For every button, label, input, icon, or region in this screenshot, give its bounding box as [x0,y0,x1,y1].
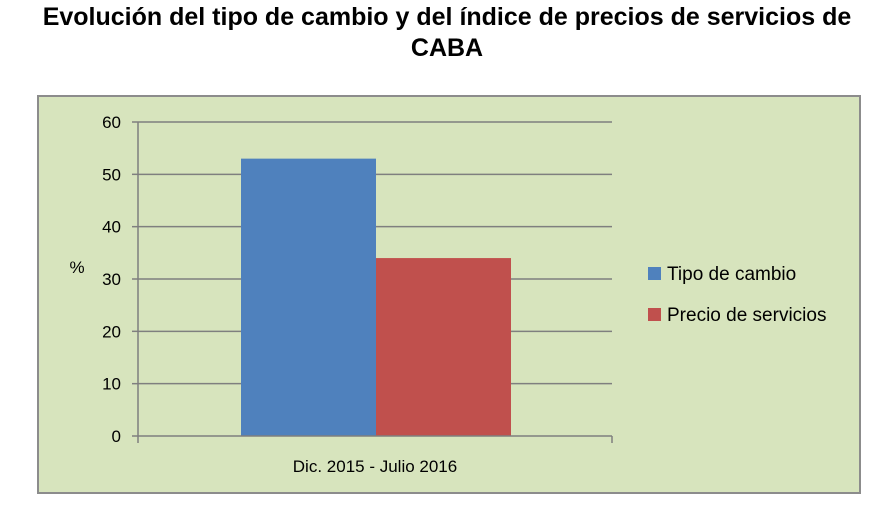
y-tick-label: 40 [102,218,121,237]
y-tick-label: 30 [102,270,121,289]
y-tick-label: 50 [102,165,121,184]
x-category-label: Dic. 2015 - Julio 2016 [293,457,457,476]
legend-item-label: Tipo de cambio [667,264,796,285]
bar-tipo-de-cambio [241,158,376,436]
y-tick-label: 0 [112,427,121,446]
chart-title-line-1: Evolución del tipo de cambio y del índic… [42,3,852,31]
legend-swatch [648,267,661,280]
legend-item-label: Precio de servicios [667,305,826,326]
chart-title: Evolución del tipo de cambio y del índic… [0,2,894,64]
chart-title-line-2: CABA [410,34,484,62]
y-tick-label: 60 [102,113,121,132]
y-tick-label: 20 [102,322,121,341]
bar-precio-de-servicios [376,258,511,436]
y-tick-label: 10 [102,375,121,394]
y-axis-label: % [69,258,84,277]
legend-swatch [648,308,661,321]
